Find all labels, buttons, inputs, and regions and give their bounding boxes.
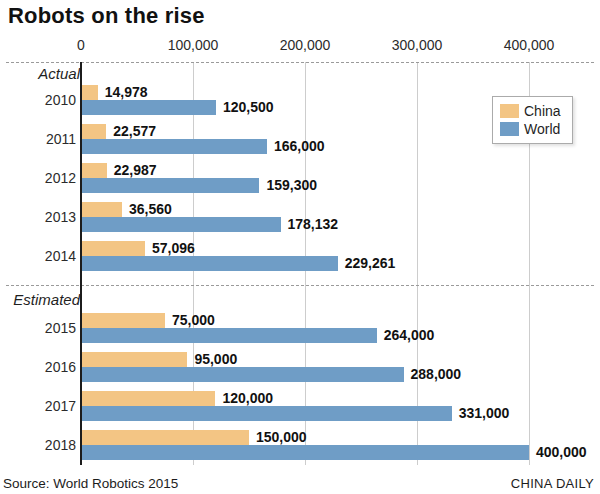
section-label: Estimated (6, 286, 80, 313)
bar-row-china: 120,000 (81, 391, 594, 406)
chart-title: Robots on the rise (8, 3, 205, 29)
bar-china (81, 352, 187, 367)
bar-value-china: 14,978 (105, 85, 148, 100)
legend: China World (492, 96, 573, 144)
section-label: Actual (6, 63, 80, 85)
bar-china (81, 241, 145, 256)
legend-swatch-world (500, 122, 519, 136)
bar-row-world: 331,000 (81, 406, 594, 421)
bar-row-world: 288,000 (81, 367, 594, 382)
bar-china (81, 124, 106, 139)
bar-value-china: 22,987 (114, 163, 157, 178)
bar-world (81, 217, 281, 232)
bar-world (81, 328, 377, 343)
bar-value-world: 331,000 (459, 406, 510, 421)
legend-label: China (524, 104, 561, 118)
bar-value-china: 120,000 (222, 391, 273, 406)
bar-china (81, 313, 165, 328)
bar-row-china: 150,000 (81, 430, 594, 445)
bar-world (81, 406, 452, 421)
x-axis-tick-label: 0 (77, 37, 85, 53)
bar-world (81, 367, 404, 382)
bar-value-china: 95,000 (194, 352, 237, 367)
bar-row-china: 57,096 (81, 241, 594, 256)
bar-value-china: 36,560 (129, 202, 172, 217)
year-label: 2015 (6, 320, 76, 336)
year-label: 2016 (6, 359, 76, 375)
year-label: 2012 (6, 170, 76, 186)
legend-item-china: China (500, 104, 572, 118)
bar-value-world: 159,300 (266, 178, 317, 193)
legend-swatch-china (500, 104, 519, 118)
bar-row-world: 264,000 (81, 328, 594, 343)
bar-row-china: 95,000 (81, 352, 594, 367)
bar-china (81, 163, 107, 178)
bar-china (81, 430, 249, 445)
bar-value-world: 120,500 (223, 100, 274, 115)
legend-label: World (524, 122, 560, 136)
x-axis-tick-label: 400,000 (504, 37, 555, 53)
bar-value-world: 229,261 (345, 256, 396, 271)
year-group-2016: 2016 95,000 288,000 (6, 352, 594, 382)
x-axis-tick-label: 200,000 (280, 37, 331, 53)
year-group-2013: 2013 36,560 178,132 (6, 202, 594, 232)
bar-row-world: 400,000 (81, 445, 594, 460)
bar-world (81, 178, 259, 193)
year-label: 2017 (6, 398, 76, 414)
bar-row-world: 178,132 (81, 217, 594, 232)
source-note: Source: World Robotics 2015 (3, 476, 178, 491)
bar-china (81, 391, 215, 406)
bar-value-world: 178,132 (288, 217, 339, 232)
year-group-2012: 2012 22,987 159,300 (6, 163, 594, 193)
bar-value-china: 22,577 (113, 124, 156, 139)
year-label: 2010 (6, 92, 76, 108)
bar-row-china: 36,560 (81, 202, 594, 217)
year-label: 2018 (6, 437, 76, 453)
infographic-canvas: Robots on the rise 0 100,000 200,000 300,00… (0, 0, 600, 494)
bar-china (81, 202, 122, 217)
publisher-credit: CHINA DAILY (511, 476, 594, 491)
bar-value-china: 150,000 (256, 430, 307, 445)
bar-row-china: 22,987 (81, 163, 594, 178)
year-label: 2011 (6, 131, 76, 147)
section-estimated: Estimated 2015 75,000 264,000 2016 95,000 288,… (6, 285, 594, 474)
bar-world (81, 445, 529, 460)
year-group-2015: 2015 75,000 264,000 (6, 313, 594, 343)
bar-world (81, 139, 267, 154)
x-axis: 0 100,000 200,000 300,000 400,000 (6, 37, 594, 55)
bar-value-china: 75,000 (172, 313, 215, 328)
x-axis-tick-label: 300,000 (392, 37, 443, 53)
legend-item-world: World (500, 122, 572, 136)
year-label: 2014 (6, 248, 76, 264)
bar-value-world: 288,000 (411, 367, 462, 382)
year-group-2017: 2017 120,000 331,000 (6, 391, 594, 421)
footer: Source: World Robotics 2015 CHINA DAILY (3, 476, 594, 491)
bar-row-world: 159,300 (81, 178, 594, 193)
x-axis-tick-label: 100,000 (168, 37, 219, 53)
bar-china (81, 85, 98, 100)
year-group-2014: 2014 57,096 229,261 (6, 241, 594, 271)
y-axis-line (80, 62, 82, 465)
year-group-2018: 2018 150,000 400,000 (6, 430, 594, 460)
bar-world (81, 256, 338, 271)
bar-world (81, 100, 216, 115)
bar-value-china: 57,096 (152, 241, 195, 256)
bar-row-china: 75,000 (81, 313, 594, 328)
year-label: 2013 (6, 209, 76, 225)
bar-row-world: 229,261 (81, 256, 594, 271)
bar-value-world: 264,000 (384, 328, 435, 343)
bar-value-world: 166,000 (274, 139, 325, 154)
bar-value-world: 400,000 (536, 445, 587, 460)
